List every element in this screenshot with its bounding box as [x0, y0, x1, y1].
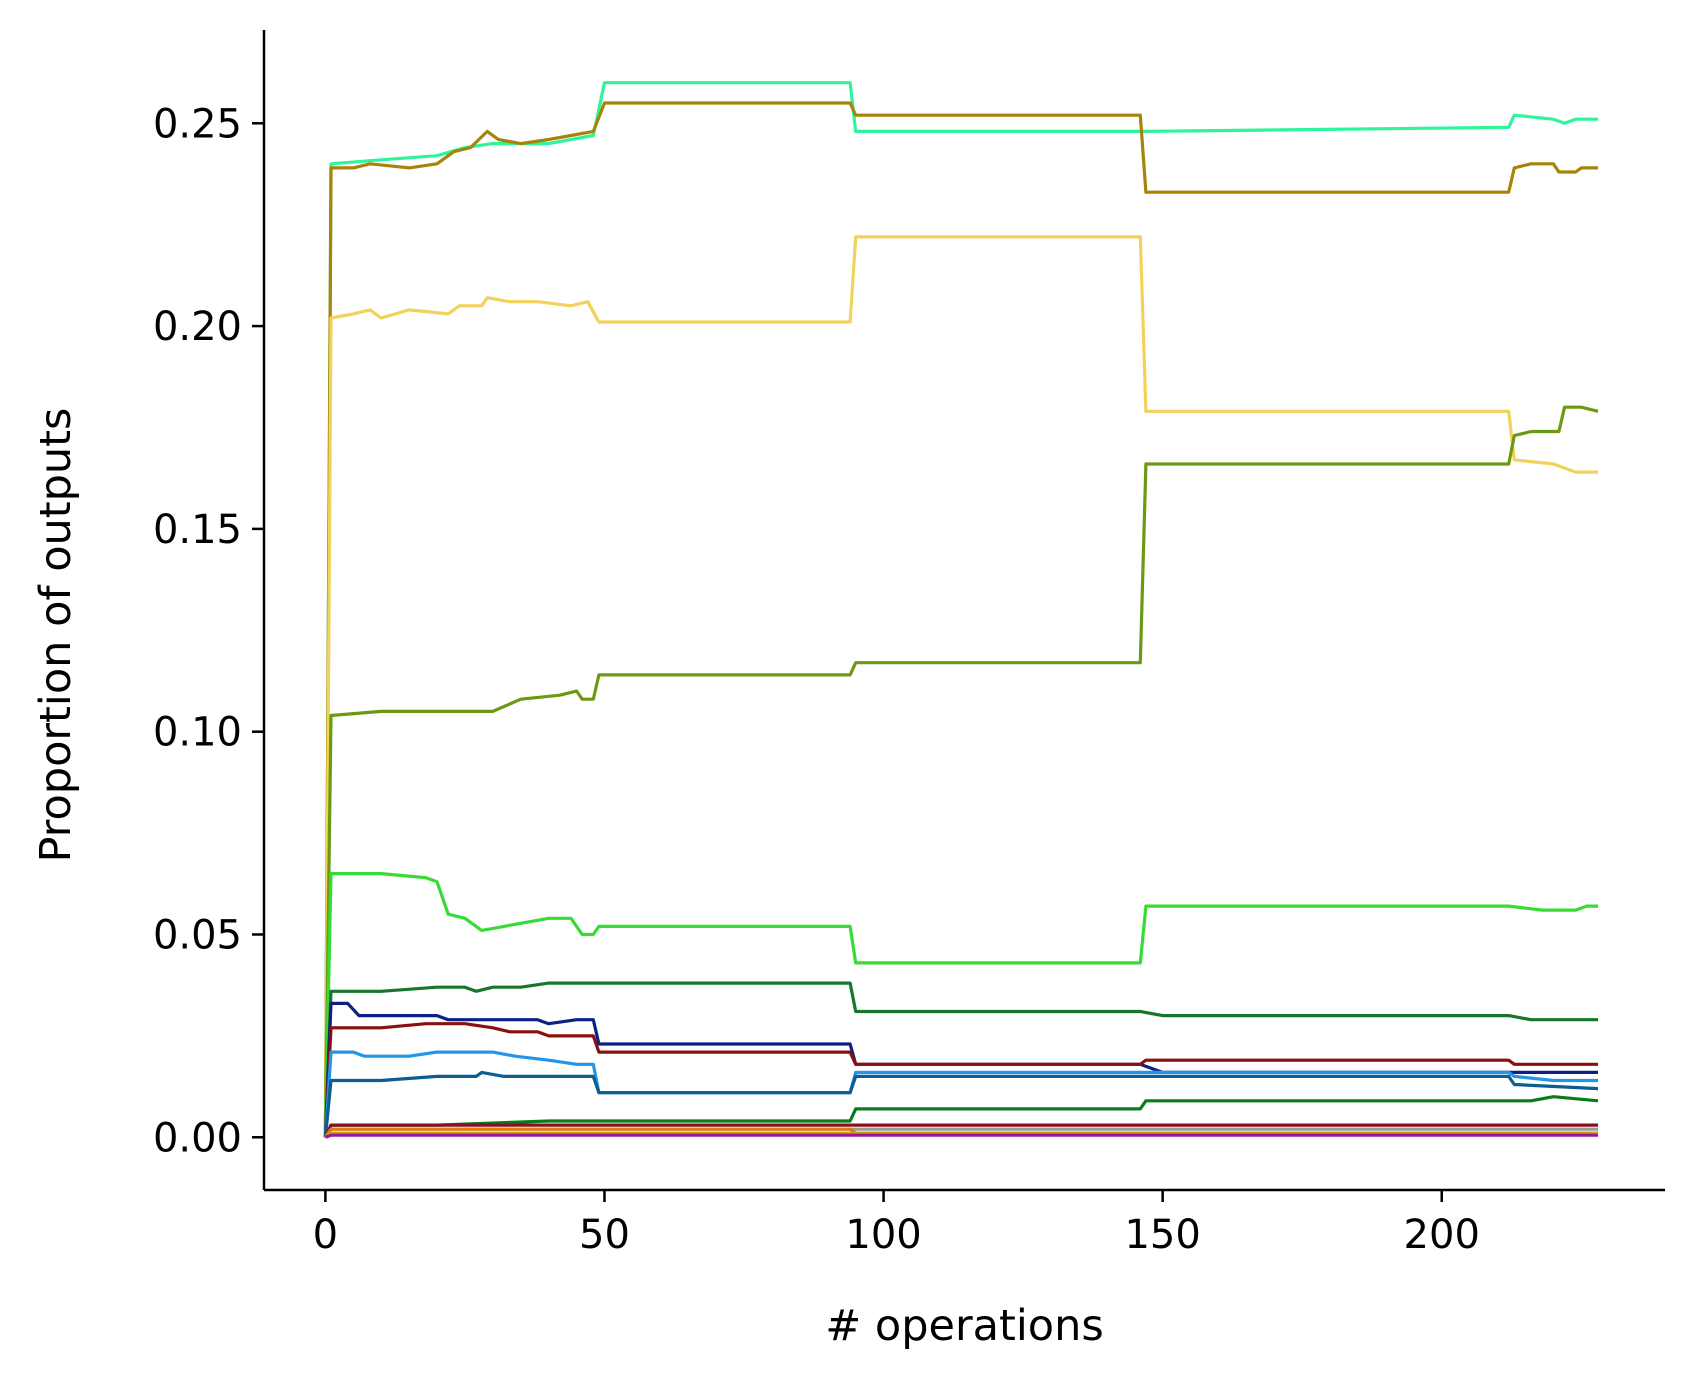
- x-tick-label: 150: [1124, 1212, 1200, 1258]
- y-tick-label: 0.20: [153, 304, 242, 350]
- series-line-2: [323, 101, 1598, 1138]
- series-line-16: [324, 1133, 1598, 1139]
- x-ticks: 0 50 100 150 200: [313, 1190, 1480, 1258]
- series-layer: [323, 81, 1599, 1139]
- series-line-4: [323, 405, 1599, 1138]
- y-tick-label: 0.25: [153, 101, 242, 147]
- y-ticks: 0.00 0.05 0.10 0.15 0.20 0.25: [153, 101, 264, 1161]
- series-line-9: [323, 1050, 1598, 1138]
- axes-layer: [262, 30, 1665, 1192]
- series-line-10: [323, 1070, 1599, 1138]
- x-tick-label: 0: [313, 1212, 338, 1258]
- x-axis-title: # operations: [825, 1301, 1104, 1351]
- series-line-5: [323, 871, 1598, 1138]
- series-line-6: [323, 981, 1598, 1138]
- series-line-3: [323, 235, 1598, 1138]
- y-tick-label: 0.05: [153, 912, 242, 958]
- series-line-8: [323, 1022, 1598, 1138]
- y-tick-label: 0.10: [153, 710, 242, 756]
- series-line-1: [323, 81, 1598, 1138]
- series-line-12: [323, 1123, 1598, 1138]
- y-tick-label: 0.00: [153, 1115, 242, 1161]
- x-tick-label: 200: [1404, 1212, 1480, 1258]
- y-tick-label: 0.15: [153, 507, 242, 553]
- x-tick-label: 100: [845, 1212, 921, 1258]
- y-axis-title: Proportion of outputs: [31, 408, 81, 863]
- x-tick-label: 50: [579, 1212, 630, 1258]
